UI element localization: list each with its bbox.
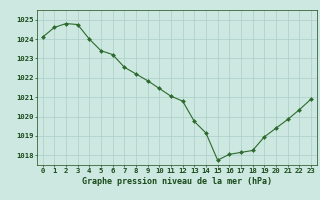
X-axis label: Graphe pression niveau de la mer (hPa): Graphe pression niveau de la mer (hPa) bbox=[82, 177, 272, 186]
